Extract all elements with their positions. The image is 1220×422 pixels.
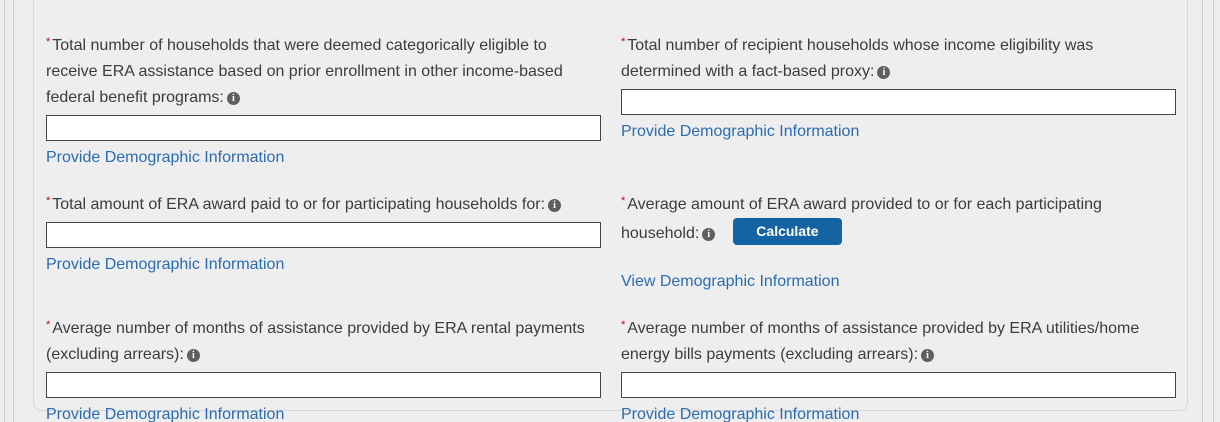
- calculate-button[interactable]: Calculate: [733, 218, 842, 245]
- info-icon-glyph: i: [707, 229, 711, 240]
- provide-demographic-information-link[interactable]: Provide Demographic Information: [621, 123, 860, 140]
- form-section-panel: * Total number of households that were de…: [33, 0, 1188, 422]
- field-avg-months-utilities-payments: * Average number of months of assistance …: [621, 312, 1176, 422]
- field-label: * Average amount of ERA award provided to…: [621, 188, 1176, 247]
- field-label: * Total number of households that were de…: [46, 29, 601, 111]
- provide-demographic-information-link[interactable]: Provide Demographic Information: [46, 149, 285, 166]
- field-households-categorically-eligible: * Total number of households that were de…: [46, 29, 601, 168]
- fact-based-proxy-households-input[interactable]: [621, 89, 1176, 115]
- right-inner-border-line: [1202, 0, 1203, 422]
- required-asterisk: *: [46, 36, 51, 48]
- field-label-text: Average number of months of assistance p…: [621, 320, 1140, 363]
- field-total-era-award-paid: * Total amount of ERA award paid to or fo…: [46, 188, 601, 275]
- total-era-award-paid-input[interactable]: [46, 222, 601, 248]
- info-icon[interactable]: i: [548, 199, 562, 212]
- required-asterisk: *: [621, 195, 626, 207]
- provide-demographic-information-link[interactable]: Provide Demographic Information: [621, 406, 860, 422]
- field-label: * Total number of recipient households wh…: [621, 29, 1176, 85]
- required-asterisk: *: [46, 319, 51, 331]
- info-icon[interactable]: i: [921, 349, 935, 362]
- info-icon-glyph: i: [191, 350, 195, 361]
- field-label-text: Average number of months of assistance p…: [46, 320, 585, 363]
- info-icon[interactable]: i: [702, 228, 716, 241]
- provide-demographic-information-link[interactable]: Provide Demographic Information: [46, 256, 285, 273]
- field-average-era-award: * Average amount of ERA award provided to…: [621, 188, 1176, 292]
- info-icon-glyph: i: [231, 93, 235, 104]
- field-label: * Total amount of ERA award paid to or fo…: [46, 188, 601, 218]
- avg-months-utilities-payments-input[interactable]: [621, 372, 1176, 398]
- avg-months-rental-payments-input[interactable]: [46, 372, 601, 398]
- field-label-text: Total number of recipient households who…: [621, 37, 1094, 80]
- provide-demographic-information-link[interactable]: Provide Demographic Information: [46, 406, 285, 422]
- left-inner-border-line: [13, 0, 14, 422]
- info-icon-glyph: i: [553, 200, 556, 211]
- field-fact-based-proxy-households: * Total number of recipient households wh…: [621, 29, 1176, 142]
- field-avg-months-rental-payments: * Average number of months of assistance …: [46, 312, 601, 422]
- households-categorically-eligible-input[interactable]: [46, 115, 601, 141]
- left-outer-border-line: [4, 0, 5, 422]
- field-label-text: Average amount of ERA award provided to …: [621, 196, 1102, 242]
- info-icon[interactable]: i: [877, 66, 891, 79]
- required-asterisk: *: [621, 319, 626, 331]
- info-icon[interactable]: i: [226, 92, 240, 105]
- form-grid: * Total number of households that were de…: [34, 0, 1187, 422]
- right-outer-border-line: [1213, 0, 1214, 422]
- field-label: * Average number of months of assistance …: [46, 312, 601, 368]
- view-demographic-information-link[interactable]: View Demographic Information: [621, 273, 840, 290]
- info-icon[interactable]: i: [186, 349, 200, 362]
- required-asterisk: *: [46, 195, 51, 207]
- field-label-text: Total amount of ERA award paid to or for…: [52, 196, 546, 213]
- info-icon-glyph: i: [926, 350, 929, 361]
- field-label: * Average number of months of assistance …: [621, 312, 1176, 368]
- field-label-text: Total number of households that were dee…: [46, 37, 563, 106]
- required-asterisk: *: [621, 36, 626, 48]
- info-icon-glyph: i: [882, 67, 886, 78]
